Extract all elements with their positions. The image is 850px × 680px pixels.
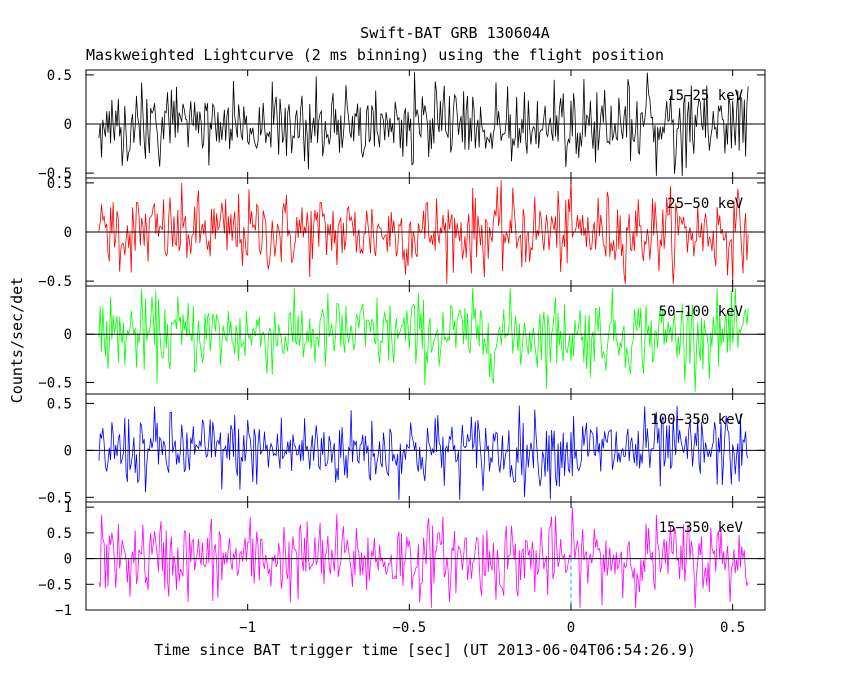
y-tick-label: 0	[64, 117, 72, 133]
band-label-2: 25−50 keV	[667, 196, 743, 212]
x-tick-label: −1	[239, 620, 256, 636]
panel-frame-5	[85, 501, 766, 611]
panel-3: −0.5 0 50−100 keV	[38, 285, 766, 395]
series-line-5	[98, 507, 749, 608]
y-axis-label: Counts/sec/det	[8, 277, 26, 403]
series-line-3	[98, 288, 749, 392]
y-tick-label: −0.5	[38, 166, 72, 182]
y-tick-label: 0	[64, 327, 72, 343]
y-tick-label: −0.5	[38, 274, 72, 290]
x-tick-label: −0.5	[392, 620, 426, 636]
panels-group: −0.5 0 0.5 15−25 keV −0.5 0 0.5 25−50 keV −0.5 0 5…	[38, 68, 766, 619]
panel-2: −0.5 0 0.5 25−50 keV	[38, 176, 766, 290]
series-line-2	[98, 180, 749, 284]
band-label-1: 15−25 keV	[667, 88, 743, 104]
x-axis-label: Time since BAT trigger time [sec] (UT 20…	[154, 641, 696, 659]
x-tick-label: 0.5	[720, 620, 745, 636]
y-tick-label: 0.5	[47, 526, 72, 542]
y-tick-label: 1	[64, 500, 72, 516]
series-line-4	[98, 405, 749, 500]
y-tick-label: 0.5	[47, 396, 72, 412]
chart-subtitle: Maskweighted Lightcurve (2 ms binning) u…	[86, 46, 664, 64]
y-tick-label: 0	[64, 443, 72, 459]
band-label-5: 15−350 keV	[659, 520, 744, 536]
chart-title: Swift-BAT GRB 130604A	[360, 24, 550, 42]
x-axis: −1 −0.5 0 0.5	[239, 620, 745, 636]
series-line-1	[98, 72, 749, 176]
y-tick-label: 0	[64, 552, 72, 568]
y-tick-label: −0.5	[38, 577, 72, 593]
y-tick-label: −0.5	[38, 490, 72, 506]
band-label-4: 100−350 keV	[650, 412, 743, 428]
y-tick-label: −1	[55, 603, 72, 619]
y-tick-label: 0	[64, 225, 72, 241]
x-tick-label: 0	[567, 620, 575, 636]
panel-4: −0.5 0 0.5 100−350 keV	[38, 393, 766, 506]
y-tick-label: 0.5	[47, 68, 72, 84]
y-tick-label: −0.5	[38, 375, 72, 391]
band-label-3: 50−100 keV	[659, 304, 744, 320]
panel-1: −0.5 0 0.5 15−25 keV	[38, 68, 766, 182]
y-tick-label: 0.5	[47, 176, 72, 192]
panel-5: −1 −0.5 0 0.5 1 15−350 keV	[38, 500, 766, 619]
